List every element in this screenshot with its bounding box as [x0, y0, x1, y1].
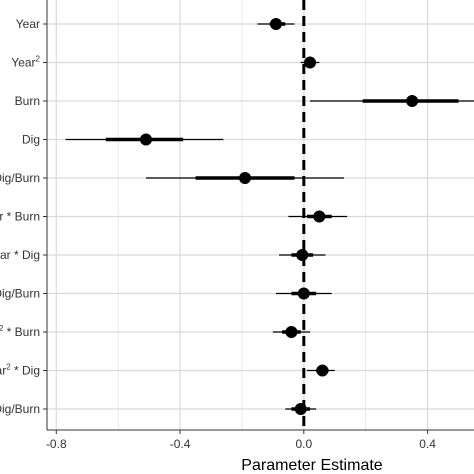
estimate-point [294, 403, 307, 415]
axes [43, 0, 474, 434]
estimate-point [313, 210, 326, 223]
estimate-point [297, 287, 310, 300]
estimate-point [140, 133, 153, 146]
estimate-point [316, 364, 329, 377]
estimate-point [296, 249, 309, 261]
y-tick-label: ear * Dig [0, 248, 40, 262]
x-tick-labels: -0.8 -0.4 0.0 0.4 [46, 437, 436, 451]
estimate-point [406, 95, 419, 107]
y-tick-label: Dig/Burn [0, 402, 40, 416]
x-tick-label: 0.0 [295, 437, 312, 451]
y-tick-labels: Year Year2 Burn Dig Dig/Burn r * Burn ear * Di… [0, 17, 41, 416]
y-tick-label: Dig/Burn [0, 287, 40, 301]
estimate-point [304, 56, 317, 69]
y-tick-label: Year2 [11, 55, 40, 70]
x-axis-title: Parameter Estimate [241, 457, 382, 474]
estimate-point [269, 18, 282, 30]
x-tick-label: -0.4 [170, 437, 191, 451]
y-tick-label: r * Burn [0, 210, 40, 224]
y-tick-label: Burn [15, 94, 40, 108]
y-tick-label: Dig [22, 133, 40, 147]
x-tick-label: 0.4 [419, 437, 436, 451]
x-tick-label: -0.8 [46, 437, 67, 451]
estimate-point [239, 172, 252, 184]
y-tick-label: Dig/Burn [0, 171, 40, 185]
y-tick-label: 2 * Burn [0, 324, 40, 339]
estimate-point [285, 326, 298, 338]
y-tick-label: Year [16, 17, 40, 31]
y-tick-label: ar2 * Dig [0, 363, 40, 378]
estimate-points [140, 18, 419, 415]
